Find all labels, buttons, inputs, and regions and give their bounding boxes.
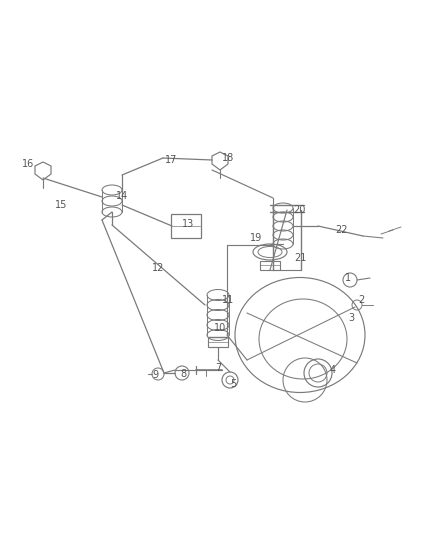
Text: 13: 13 [182,219,194,229]
Text: 14: 14 [116,191,128,201]
Text: 19: 19 [250,233,262,243]
Text: 10: 10 [214,323,226,333]
Text: 12: 12 [152,263,164,273]
Text: 18: 18 [222,153,234,163]
Text: 1: 1 [345,273,351,283]
Text: 8: 8 [180,369,186,379]
Text: 16: 16 [22,159,34,169]
Text: 4: 4 [330,365,336,375]
Text: 15: 15 [55,200,67,210]
Text: 9: 9 [152,370,158,380]
Text: 17: 17 [165,155,177,165]
Text: 3: 3 [348,313,354,323]
Text: 5: 5 [230,379,236,389]
Text: 7: 7 [215,363,221,373]
Text: 2: 2 [358,295,364,305]
Text: 20: 20 [293,205,305,215]
Text: 11: 11 [222,295,234,305]
Text: 22: 22 [335,225,347,235]
Text: 21: 21 [294,253,306,263]
